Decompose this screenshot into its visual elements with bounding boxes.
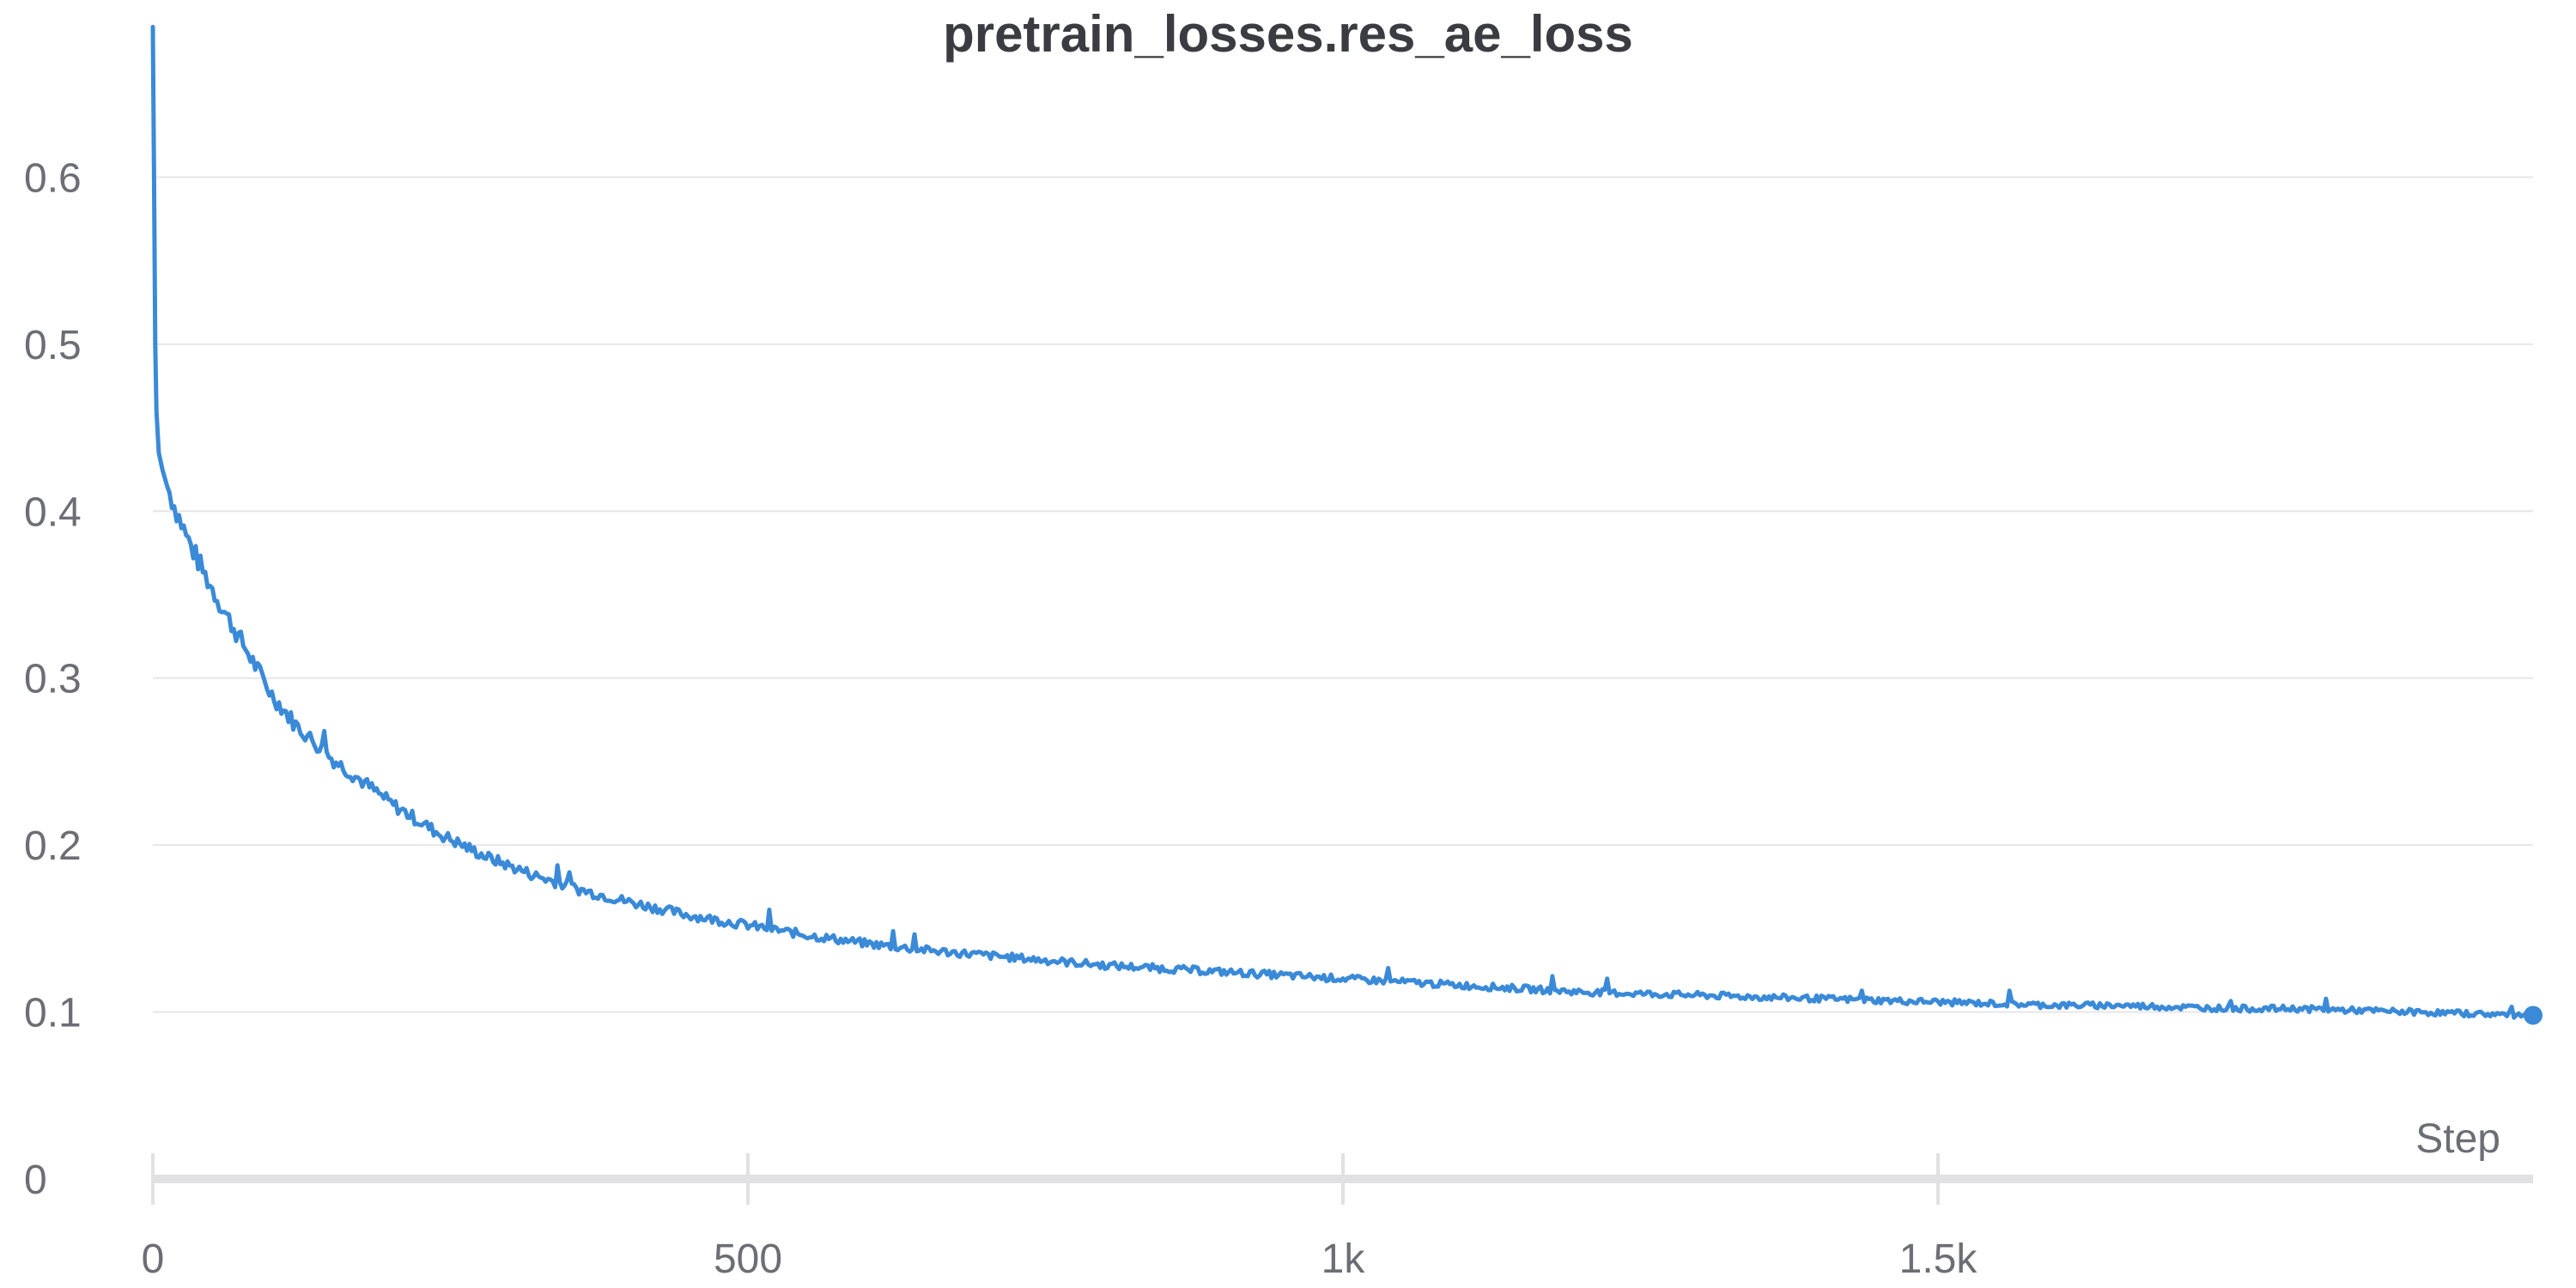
y-tick-labels: 0 0.1 0.2 0.3 0.4 0.5 0.6 bbox=[24, 155, 82, 1203]
x-tick-label: 1k bbox=[1321, 1236, 1366, 1282]
x-tick-label: 500 bbox=[714, 1236, 782, 1282]
x-axis-title: Step bbox=[2415, 1116, 2500, 1162]
series-line bbox=[150, 24, 2536, 1020]
y-tick-label: 0.1 bbox=[24, 991, 82, 1036]
grid-lines bbox=[153, 176, 2533, 1013]
chart-title: pretrain_losses.res_ae_loss bbox=[943, 5, 1633, 63]
x-axis bbox=[151, 1153, 2533, 1205]
y-tick-label: 0 bbox=[24, 1157, 47, 1203]
y-tick-label: 0.5 bbox=[24, 323, 82, 368]
series-end-point[interactable] bbox=[2524, 1005, 2543, 1025]
x-tick-label: 1.5k bbox=[1899, 1236, 1978, 1282]
series-group bbox=[150, 24, 2543, 1025]
y-tick-label: 0.4 bbox=[24, 489, 82, 535]
y-tick-label: 0.6 bbox=[24, 155, 82, 201]
x-tick-labels: 0 500 1k 1.5k bbox=[142, 1236, 1978, 1282]
x-tick-label: 0 bbox=[142, 1236, 165, 1282]
y-tick-label: 0.3 bbox=[24, 657, 82, 702]
y-tick-label: 0.2 bbox=[24, 823, 82, 869]
